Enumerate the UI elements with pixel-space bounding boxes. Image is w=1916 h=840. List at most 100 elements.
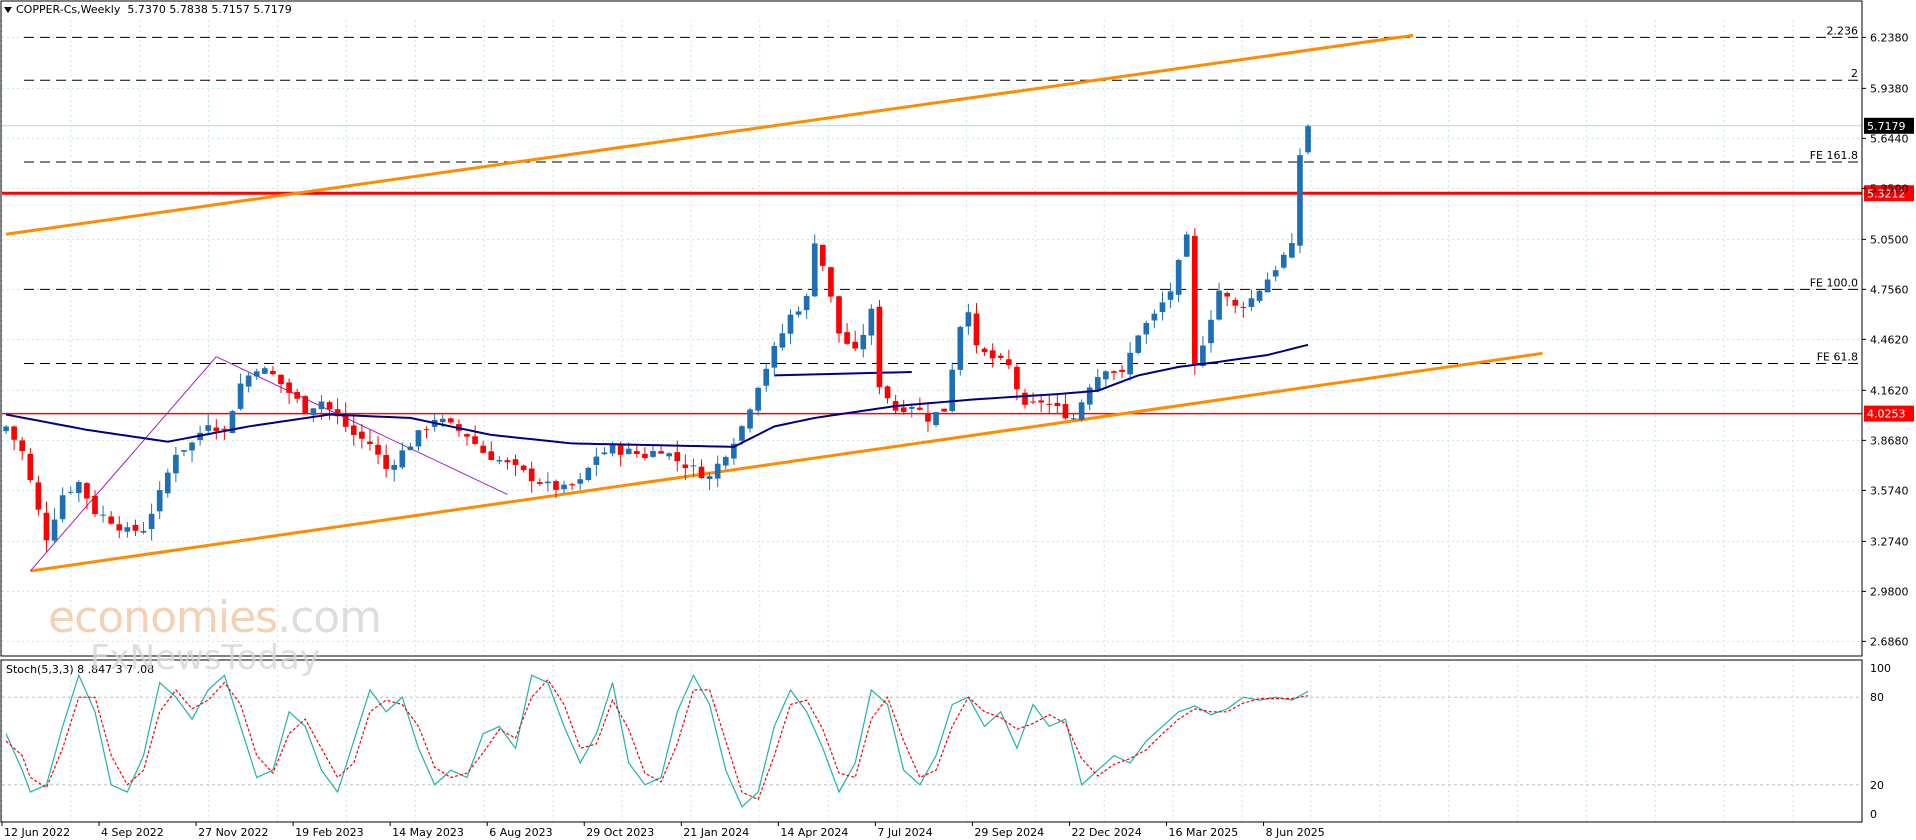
candle-body — [27, 453, 34, 481]
candle-body — [245, 375, 252, 387]
candle-body — [116, 524, 123, 531]
price-tick-label: 5.6440 — [1870, 132, 1909, 145]
date-tick-label: 21 Jan 2024 — [683, 826, 749, 839]
candle-body — [1038, 400, 1045, 403]
candle-body — [553, 481, 559, 490]
candle-body — [836, 296, 842, 334]
candle-body — [917, 407, 923, 410]
candle-body — [1022, 392, 1028, 405]
watermark-logo: economies.com — [48, 592, 382, 643]
candle-body — [666, 453, 673, 457]
candle-body — [496, 460, 503, 462]
candle-body — [286, 382, 292, 393]
candle-body — [108, 516, 115, 524]
price-level-tag — [1864, 185, 1914, 202]
stoch-tick-label: 100 — [1870, 662, 1891, 675]
candle-body — [11, 426, 17, 440]
candle-body — [1127, 352, 1133, 375]
candle-body — [472, 436, 478, 444]
date-tick-label: 22 Dec 2024 — [1071, 826, 1141, 839]
candle-body — [51, 519, 58, 541]
candle-body — [1005, 359, 1012, 366]
candle-body — [1094, 377, 1101, 391]
candle-body — [261, 368, 268, 374]
candle-body — [1030, 401, 1036, 403]
candle-body — [213, 427, 220, 432]
candle-body — [59, 495, 66, 520]
candle-body — [318, 401, 325, 410]
candle-body — [189, 442, 195, 451]
candle-body — [981, 348, 988, 353]
candle-body — [868, 308, 875, 336]
fibonacci-level-label: FE 100.0 — [1810, 276, 1858, 289]
candle-body — [633, 451, 640, 455]
current-price-tag — [1864, 117, 1914, 134]
candle-body — [957, 326, 964, 370]
candle-body — [900, 407, 907, 412]
candle-body — [439, 418, 446, 423]
candle-body — [1070, 418, 1077, 420]
candle-body — [642, 453, 648, 458]
candle-body — [156, 490, 163, 512]
candle-body — [1103, 371, 1109, 380]
date-tick-label: 27 Nov 2022 — [198, 826, 268, 839]
candle-body — [1232, 299, 1239, 306]
candle-body — [852, 341, 859, 349]
candle-body — [593, 456, 600, 465]
watermark-brand: economies — [48, 592, 278, 643]
candle-body — [755, 387, 761, 411]
candle-body — [132, 524, 139, 531]
candle-body — [359, 431, 365, 439]
candle-body — [658, 451, 664, 454]
price-tick-label: 2.9800 — [1870, 585, 1909, 598]
date-tick-label: 12 Jun 2022 — [4, 826, 70, 839]
price-level-tag-text: 5.3212 — [1867, 187, 1906, 200]
candle-body — [965, 312, 972, 327]
candle-body — [1280, 254, 1287, 268]
date-tick-label: 19 Feb 2023 — [295, 826, 363, 839]
candle-body — [1046, 403, 1053, 405]
candle-body — [1159, 302, 1166, 313]
candle-body — [350, 425, 357, 435]
stoch-tick-label: 80 — [1870, 691, 1884, 704]
fibonacci-level-label: 2.236 — [1827, 24, 1859, 37]
candle-body — [148, 513, 155, 530]
candle-body — [270, 371, 276, 375]
candle-body — [35, 482, 42, 510]
candle-body — [278, 374, 284, 385]
candle-body — [536, 482, 543, 484]
candle-body — [488, 451, 495, 460]
candle-body — [585, 467, 592, 481]
date-tick-label: 29 Oct 2023 — [586, 826, 654, 839]
candle-body — [447, 418, 454, 423]
candle-body — [205, 425, 212, 431]
candle-body — [520, 465, 527, 471]
candle-body — [375, 444, 381, 455]
candle-body — [650, 451, 656, 457]
candle-body — [19, 440, 26, 452]
candle-body — [698, 466, 705, 479]
pane-frames — [0, 0, 1863, 823]
current-price-tag-text: 5.7179 — [1867, 120, 1906, 133]
candle-body — [423, 429, 430, 431]
dropdown-triangle-icon[interactable] — [4, 7, 12, 13]
candle-body — [342, 413, 349, 427]
chart-header: COPPER-Cs,Weekly 5.7370 5.7838 5.7157 5.… — [4, 3, 292, 16]
price-tick-label: 3.5740 — [1870, 484, 1909, 497]
candle-body — [545, 481, 551, 484]
candle-body — [43, 512, 50, 541]
range-line — [774, 371, 912, 377]
date-tick-label: 6 Aug 2023 — [489, 826, 552, 839]
candle-body — [100, 514, 106, 516]
candle-body — [1240, 306, 1247, 308]
stoch-tick-label: 0 — [1870, 808, 1877, 821]
fibonacci-level-label: FE 161.8 — [1810, 149, 1858, 162]
indicator-pane-border — [0, 659, 1863, 823]
candle-body — [1062, 404, 1069, 419]
watermark-suffix: .com — [277, 592, 382, 643]
watermark-sub: FxNewsToday — [90, 638, 320, 678]
price-level-tag-text: 4.0253 — [1867, 408, 1906, 421]
candle-body — [124, 527, 131, 532]
candle-body — [714, 463, 721, 479]
candle-body — [1183, 234, 1190, 257]
